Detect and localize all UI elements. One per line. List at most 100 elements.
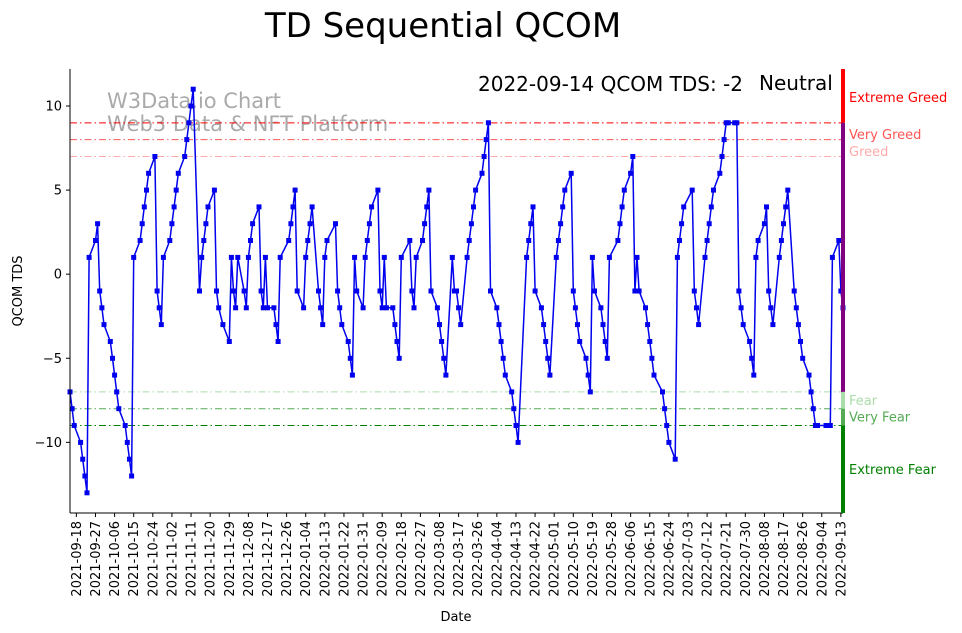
data-point <box>511 406 517 412</box>
data-point <box>437 322 442 328</box>
data-point <box>199 254 205 260</box>
data-point <box>349 372 355 378</box>
x-tick-label: 2022-05-19 <box>586 521 601 597</box>
data-point <box>793 305 799 311</box>
data-point <box>175 170 181 176</box>
data-point <box>377 288 383 294</box>
data-point <box>144 187 149 193</box>
data-point <box>101 322 107 328</box>
data-point <box>235 254 241 260</box>
data-point <box>84 490 90 496</box>
data-point <box>604 355 610 361</box>
data-point <box>422 221 428 227</box>
data-point <box>479 170 485 176</box>
data-point <box>587 389 593 395</box>
x-tick-label: 2022-05-01 <box>548 521 563 597</box>
x-tick-label: 2022-09-13 <box>834 521 849 597</box>
data-point <box>810 406 816 412</box>
data-point <box>392 322 398 328</box>
data-point <box>602 339 608 344</box>
zone-label-greed: Greed <box>849 145 888 160</box>
data-point <box>583 355 589 361</box>
data-point <box>494 305 500 311</box>
axes <box>69 69 843 514</box>
zone-label-very-greed: Very Greed <box>849 128 921 143</box>
data-point <box>364 238 370 243</box>
data-point <box>394 339 400 344</box>
data-point <box>288 221 294 227</box>
x-axis-ticks: 2021-09-18 2021-09-27 2021-10-06 2021-10-15… <box>70 513 849 597</box>
x-tick-label: 2022-03-26 <box>471 521 486 597</box>
data-point <box>211 187 217 193</box>
data-point <box>307 221 313 227</box>
data-point <box>836 238 842 243</box>
data-point <box>318 305 324 311</box>
data-point <box>141 204 147 210</box>
watermark: W3Data.io Chart Web3 Data & NFT Platform <box>107 89 388 136</box>
data-point <box>770 322 776 328</box>
data-point <box>156 305 162 311</box>
data-point <box>577 339 583 344</box>
data-point <box>694 305 699 311</box>
data-point <box>160 254 166 260</box>
data-point <box>740 322 746 328</box>
data-point <box>413 254 419 260</box>
data-point <box>458 322 464 328</box>
data-point <box>664 423 670 428</box>
data-point <box>169 221 175 227</box>
data-point <box>538 305 544 311</box>
data-point <box>428 288 434 294</box>
data-point <box>258 288 264 294</box>
x-tick-label: 2021-12-08 <box>242 521 257 597</box>
data-point <box>619 204 625 210</box>
data-point <box>560 204 566 210</box>
data-point <box>347 355 353 361</box>
data-point <box>827 423 833 428</box>
data-point <box>466 238 472 243</box>
x-tick-label: 2022-03-08 <box>433 521 448 597</box>
data-point <box>273 322 279 328</box>
data-point <box>717 170 723 176</box>
data-point <box>114 389 120 395</box>
watermark-line-2: Web3 Data & NFT Platform <box>107 112 388 136</box>
data-point <box>214 288 219 294</box>
data-point <box>471 204 476 210</box>
data-point <box>481 154 487 159</box>
data-point <box>530 204 536 210</box>
x-tick-label: 2021-11-20 <box>204 521 219 597</box>
data-point <box>316 288 321 294</box>
data-point <box>441 355 447 361</box>
data-point <box>271 305 277 311</box>
data-point <box>337 305 343 311</box>
data-point <box>411 305 417 311</box>
data-point <box>290 204 296 210</box>
zone-very-fear <box>841 408 845 426</box>
data-point <box>93 238 98 243</box>
data-point <box>585 372 591 378</box>
data-point <box>660 389 665 395</box>
threshold-lines <box>70 122 843 427</box>
x-tick-label: 2022-01-13 <box>318 521 333 597</box>
zone-neutral <box>841 122 845 392</box>
x-tick-label: 2022-07-03 <box>682 521 697 597</box>
data-point <box>632 288 638 294</box>
data-point <box>292 187 298 193</box>
data-point <box>600 322 606 328</box>
data-point <box>483 137 489 143</box>
x-tick-label: 2021-12-17 <box>261 521 276 597</box>
y-tick-label: −10 <box>35 436 62 451</box>
x-tick-label: 2022-02-18 <box>395 521 410 597</box>
data-point <box>426 187 432 193</box>
y-tick-label: 10 <box>45 100 62 115</box>
data-point <box>719 154 725 159</box>
data-point <box>231 288 236 294</box>
x-tick-label: 2021-09-27 <box>89 521 104 597</box>
data-point <box>706 221 712 227</box>
data-point <box>547 372 553 378</box>
data-point <box>449 254 455 260</box>
data-point <box>97 288 103 294</box>
data-point <box>184 137 190 143</box>
data-point <box>532 288 538 294</box>
data-point <box>265 305 270 311</box>
data-point <box>806 372 812 378</box>
